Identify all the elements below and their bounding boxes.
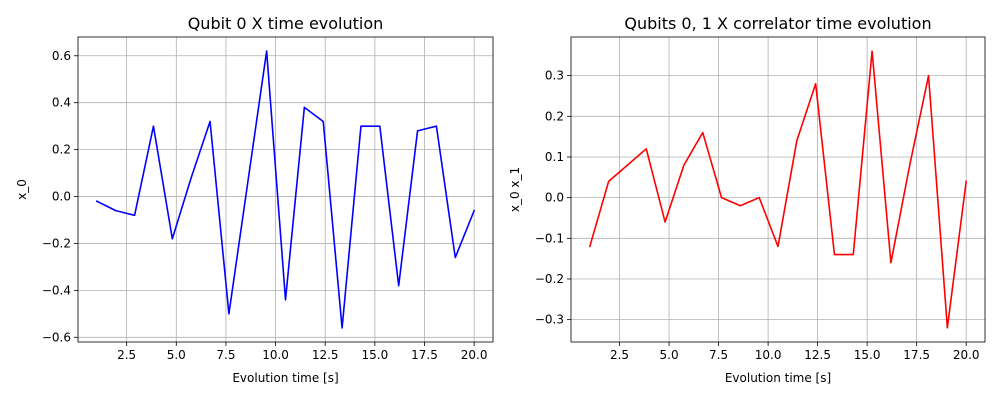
series-line (95, 50, 476, 329)
x-tick-label: 15.0 (854, 348, 881, 362)
x-tick-label: 7.5 (216, 348, 235, 362)
x-tick: 15.0 (361, 342, 388, 362)
x-tick-label: 17.5 (411, 348, 438, 362)
y-tick: 0.2 (52, 143, 78, 157)
x-tick: 12.5 (312, 342, 339, 362)
y-tick-label: −0.6 (42, 330, 71, 344)
x-tick: 10.0 (262, 342, 289, 362)
x-tick: 7.5 (709, 342, 728, 362)
x-tick: 15.0 (854, 342, 881, 362)
y-tick-label: −0.3 (535, 313, 564, 327)
y-tick: 0.0 (52, 190, 78, 204)
x-tick-label: 2.5 (610, 348, 629, 362)
x-tick-label: 20.0 (461, 348, 488, 362)
y-axis-label: x_0 x_1 (508, 167, 522, 212)
y-tick: 0.1 (545, 150, 571, 164)
x-tick: 12.5 (804, 342, 831, 362)
plot-frame (570, 36, 986, 343)
chart-title: Qubits 0, 1 X correlator time evolution (624, 14, 931, 33)
x-tick: 5.0 (660, 342, 679, 362)
x-tick-label: 10.0 (262, 348, 289, 362)
x-tick-label: 12.5 (804, 348, 831, 362)
y-tick-label: 0.0 (545, 191, 564, 205)
x-tick: 17.5 (903, 342, 930, 362)
x-tick: 2.5 (117, 342, 136, 362)
chart-panel-0: 2.5 5.0 7.5 10.0 12.5 15.0 17.5 20.0 −0.6 −0.4 −0.… (15, 14, 494, 385)
y-tick-label: 0.1 (545, 150, 564, 164)
x-tick-label: 12.5 (312, 348, 339, 362)
y-tick-label: 0.6 (52, 49, 71, 63)
series-line (588, 50, 968, 329)
y-tick-label: 0.0 (52, 190, 71, 204)
y-tick-label: 0.2 (52, 143, 71, 157)
y-tick-label: −0.4 (42, 283, 71, 297)
y-tick-label: −0.2 (535, 272, 564, 286)
x-tick-label: 10.0 (755, 348, 782, 362)
y-tick: 0.4 (52, 96, 78, 110)
x-tick-label: 15.0 (361, 348, 388, 362)
x-tick-label: 20.0 (953, 348, 980, 362)
y-tick: 0.6 (52, 49, 78, 63)
x-tick: 2.5 (610, 342, 629, 362)
x-tick: 20.0 (461, 342, 488, 362)
grid (78, 37, 493, 342)
y-tick: 0.2 (545, 109, 571, 123)
x-axis-label: Evolution time [s] (232, 371, 338, 385)
y-tick-label: 0.2 (545, 109, 564, 123)
y-axis-label: x_0 (15, 179, 29, 200)
y-tick: −0.1 (535, 231, 571, 245)
y-tick-label: 0.4 (52, 96, 71, 110)
x-axis-label: Evolution time [s] (725, 371, 831, 385)
y-tick: −0.6 (42, 330, 78, 344)
y-tick: −0.3 (535, 313, 571, 327)
x-tick-label: 5.0 (167, 348, 186, 362)
chart-title: Qubit 0 X time evolution (188, 14, 384, 33)
x-tick: 5.0 (167, 342, 186, 362)
x-tick-label: 7.5 (709, 348, 728, 362)
x-tick-label: 2.5 (117, 348, 136, 362)
plot-frame (77, 36, 494, 343)
y-tick-label: 0.3 (545, 69, 564, 83)
x-tick: 7.5 (216, 342, 235, 362)
y-tick: −0.2 (535, 272, 571, 286)
y-tick-label: −0.2 (42, 236, 71, 250)
y-tick: 0.3 (545, 69, 571, 83)
x-tick: 10.0 (755, 342, 782, 362)
x-tick: 20.0 (953, 342, 980, 362)
x-tick-label: 5.0 (660, 348, 679, 362)
y-tick: 0.0 (545, 191, 571, 205)
chart-panel-1: 2.5 5.0 7.5 10.0 12.5 15.0 17.5 20.0 −0.3 −0.2 −0.… (508, 14, 986, 385)
x-tick: 17.5 (411, 342, 438, 362)
y-tick: −0.2 (42, 236, 78, 250)
y-tick: −0.4 (42, 283, 78, 297)
y-tick-label: −0.1 (535, 231, 564, 245)
x-tick-label: 17.5 (903, 348, 930, 362)
grid (571, 37, 985, 342)
